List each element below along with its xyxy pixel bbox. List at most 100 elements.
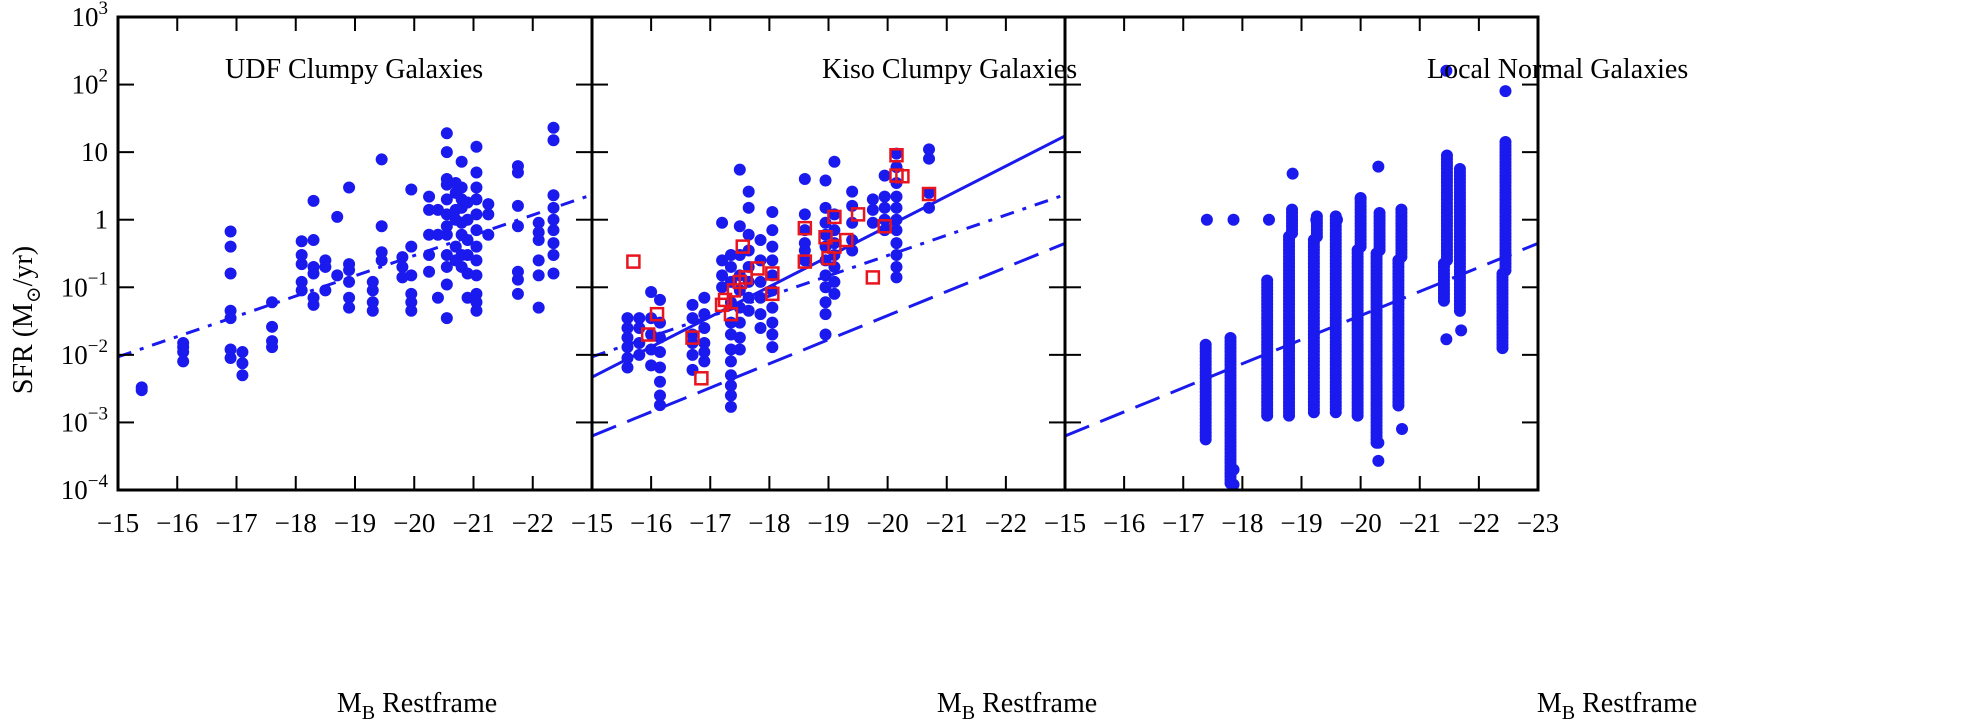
data-point <box>733 343 746 356</box>
data-point <box>742 201 755 214</box>
data-point <box>1395 203 1408 216</box>
data-point <box>621 361 634 374</box>
data-point <box>766 328 779 341</box>
data-point <box>295 284 308 297</box>
data-point-square <box>765 266 780 281</box>
x-axis-title-2: MB Restframe <box>937 688 1097 724</box>
data-point <box>547 201 560 214</box>
data-point-square <box>889 147 904 163</box>
data-point <box>1310 213 1323 226</box>
data-point <box>1455 324 1468 337</box>
x-axis-title-1-main: M <box>337 688 362 719</box>
x-tick-label: −17 <box>215 508 257 538</box>
data-point <box>343 181 356 194</box>
x-axis-title-1-tail: Restframe <box>375 688 497 719</box>
data-point <box>653 399 666 412</box>
data-point <box>461 234 474 247</box>
data-point <box>716 216 729 229</box>
y-tick-label: 10 <box>81 137 108 167</box>
data-point <box>716 254 729 267</box>
data-point <box>724 355 737 368</box>
data-point <box>461 213 474 226</box>
data-point <box>819 296 832 309</box>
data-point <box>440 127 453 140</box>
y-axis-title-sub: ⊙ <box>23 286 45 303</box>
data-point <box>890 249 903 262</box>
panel-3-title: Local Normal Galaxies <box>1427 54 1688 85</box>
y-tick-label-base: 10 <box>61 407 88 437</box>
data-point <box>1372 436 1385 449</box>
data-point <box>440 220 453 233</box>
data-point <box>375 254 388 267</box>
data-point <box>754 234 767 247</box>
data-point <box>1199 338 1212 351</box>
y-tick-label-exponent: −2 <box>88 336 108 357</box>
chart-marks <box>118 64 1538 490</box>
data-point <box>724 400 737 413</box>
data-point <box>1224 331 1237 344</box>
data-point <box>532 301 545 314</box>
data-point <box>716 281 729 294</box>
data-point <box>733 331 746 344</box>
data-point <box>1499 136 1512 149</box>
x-tick-label: −22 <box>1458 508 1500 538</box>
data-point <box>766 254 779 267</box>
data-point <box>224 267 237 280</box>
data-point <box>890 260 903 273</box>
data-point <box>716 269 729 282</box>
data-point <box>470 240 483 253</box>
data-point <box>405 240 418 253</box>
data-point <box>511 220 524 233</box>
y-tick-label-base: 10 <box>61 272 88 302</box>
data-point <box>766 206 779 219</box>
data-point <box>455 181 468 194</box>
y-tick-label-base: 10 <box>72 2 99 32</box>
y-tick-label: 1 <box>95 205 109 235</box>
data-point <box>307 267 320 280</box>
data-point <box>295 275 308 288</box>
data-point-square <box>649 306 665 322</box>
panel-3-plot-area <box>1065 64 1538 490</box>
data-point-square <box>717 292 733 308</box>
fit-line-dashdot <box>118 193 592 359</box>
data-point <box>440 228 453 241</box>
data-point <box>1227 463 1240 476</box>
data-point <box>653 375 666 388</box>
data-point <box>440 178 453 191</box>
data-point <box>405 183 418 196</box>
data-point <box>396 260 409 273</box>
data-point <box>331 210 344 223</box>
data-point <box>724 389 737 402</box>
data-point <box>798 244 811 257</box>
data-point <box>742 291 755 304</box>
data-point <box>633 348 646 361</box>
data-point <box>295 249 308 262</box>
data-point <box>547 189 560 202</box>
data-point <box>621 351 634 364</box>
data-point <box>343 291 356 304</box>
data-point <box>923 186 936 199</box>
x-tick-label: −23 <box>1517 508 1559 538</box>
data-point <box>828 155 841 168</box>
x-tick-label: −21 <box>452 508 494 538</box>
data-point <box>366 284 379 297</box>
data-point <box>511 287 524 300</box>
data-point <box>653 293 666 306</box>
data-point-square <box>877 219 892 234</box>
y-tick-label-exponent: −4 <box>88 471 109 492</box>
data-point <box>224 343 237 356</box>
data-point-square <box>895 168 910 184</box>
data-point <box>440 208 453 221</box>
data-point <box>1372 454 1385 467</box>
data-point <box>828 275 841 288</box>
data-point <box>653 331 666 344</box>
data-point-square <box>827 239 842 254</box>
data-point <box>547 237 560 250</box>
x-axis-title-3-main: M <box>1537 688 1562 719</box>
data-point <box>621 321 634 334</box>
x-tick-label: −18 <box>275 508 317 538</box>
data-point-square <box>626 254 641 269</box>
data-point <box>686 298 699 311</box>
data-point <box>923 152 936 165</box>
data-point <box>511 199 524 212</box>
